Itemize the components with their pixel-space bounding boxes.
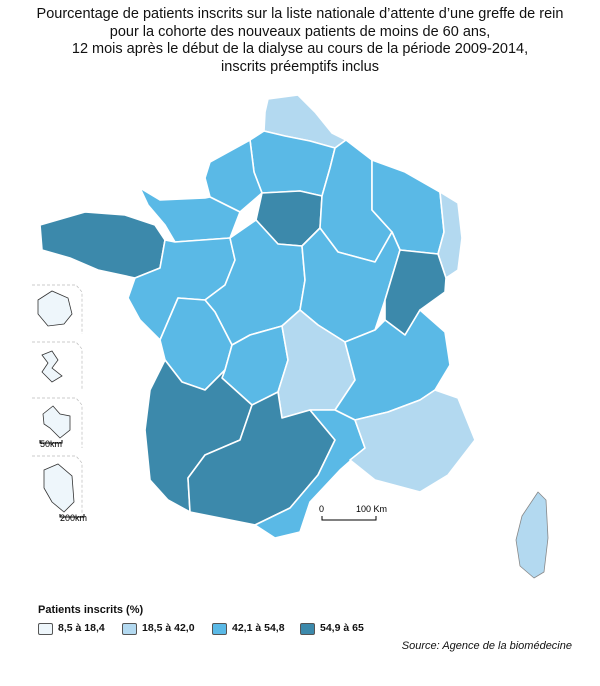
legend-label-1: 8,5 à 18,4 — [58, 622, 105, 634]
inset-frame-1 — [32, 284, 83, 334]
legend-title: Patients inscrits (%) — [38, 604, 144, 616]
legend-swatch-4 — [300, 623, 315, 635]
title-line-4: inscrits préemptifs inclus — [221, 58, 379, 75]
region-corse — [515, 491, 549, 579]
region-alsace — [437, 191, 463, 279]
legend-swatch-3 — [212, 623, 227, 635]
title-line-2: pour la cohorte des nouveaux patients de… — [109, 23, 491, 40]
title-line-3: 12 mois après le début de la dialyse au … — [71, 41, 529, 57]
region-guadeloupe — [42, 405, 71, 439]
inset-scale-large-label: 200km — [60, 513, 87, 523]
inset-frame-3 — [32, 397, 83, 448]
inset-scale-small-label: 50km — [40, 439, 62, 449]
region-guyane — [43, 463, 75, 513]
legend-label-2: 18,5 à 42,0 — [142, 622, 195, 634]
legend-swatch-1 — [38, 623, 53, 635]
source-note: Source: Agence de la biomédecine — [401, 640, 572, 652]
inset-frame-2 — [32, 341, 83, 390]
region-martinique — [41, 350, 63, 383]
inset-frame-4 — [32, 455, 83, 518]
title-line-1: Pourcentage de patients inscrits sur la … — [36, 6, 564, 22]
inset-scale-bar-small — [39, 440, 63, 444]
scale-bar — [321, 516, 377, 521]
region-bretagne — [39, 211, 166, 279]
map-title: Pourcentage de patients inscrits sur la … — [0, 6, 600, 76]
legend-swatch-2 — [122, 623, 137, 635]
region-basse-normandie — [139, 187, 241, 243]
scale-bar-end-label: 100 Km — [356, 504, 387, 514]
scale-bar-start-label: 0 — [319, 504, 324, 514]
region-haute-normandie — [204, 139, 263, 213]
region-reunion — [37, 290, 73, 327]
region-paca — [349, 389, 476, 493]
inset-scale-bar-large — [59, 514, 85, 518]
legend-label-4: 54,9 à 65 — [320, 622, 364, 634]
legend-label-3: 42,1 à 54,8 — [232, 622, 285, 634]
